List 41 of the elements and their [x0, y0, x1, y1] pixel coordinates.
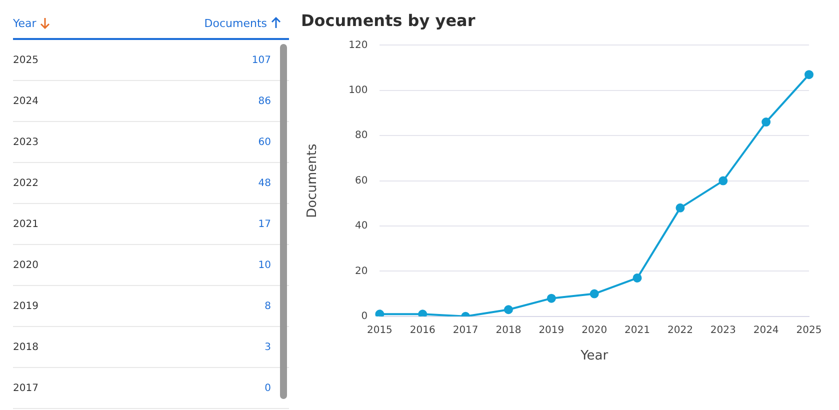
- x-tick-label: 2022: [667, 324, 693, 336]
- text: 3: [264, 342, 271, 352]
- category-label: 2025: [13, 54, 38, 66]
- x-tick-label: 2025: [796, 324, 822, 336]
- category-label: 2017: [13, 382, 38, 394]
- category-label: 2022: [13, 178, 38, 188]
- category-label: 2023: [13, 136, 38, 148]
- y-tick-label: 80: [354, 130, 368, 142]
- text: 0: [264, 382, 271, 394]
- text: 107: [252, 54, 271, 66]
- x-axis-title: Year: [580, 348, 609, 364]
- text: 60: [258, 136, 271, 148]
- text: 48: [258, 178, 271, 188]
- category-label: 2020: [13, 260, 38, 270]
- x-tick-label: 2020: [582, 324, 608, 336]
- x-tick-label: 2023: [710, 324, 736, 336]
- y-tick-label: 20: [354, 266, 368, 277]
- text: 86: [258, 96, 271, 106]
- y-tick-label: 120: [348, 40, 368, 51]
- text: 10: [258, 260, 271, 270]
- category-label: 2021: [13, 218, 38, 230]
- y-tick-label: 0: [361, 310, 368, 322]
- y-axis-title: Documents: [305, 144, 320, 218]
- y-tick-label: 40: [354, 220, 368, 232]
- text: Documents: [204, 16, 267, 30]
- chart-title: Documents by year: [301, 10, 476, 30]
- category-label: 2018: [13, 342, 38, 352]
- y-tick-label: 100: [348, 84, 368, 96]
- x-tick-label: 2017: [452, 324, 478, 336]
- y-tick-label: 60: [354, 175, 368, 186]
- text: 17: [258, 218, 271, 230]
- x-tick-label: 2019: [538, 324, 564, 336]
- category-label: 2024: [13, 96, 38, 106]
- x-tick-label: 2018: [496, 324, 522, 336]
- x-tick-label: 2024: [753, 324, 779, 336]
- x-tick-label: 2015: [366, 324, 392, 336]
- x-tick-label: 2021: [624, 324, 650, 336]
- category-label: 2019: [13, 300, 38, 312]
- x-tick-label: 2016: [410, 324, 436, 336]
- text: Year: [13, 16, 36, 30]
- text: 8: [264, 300, 271, 312]
